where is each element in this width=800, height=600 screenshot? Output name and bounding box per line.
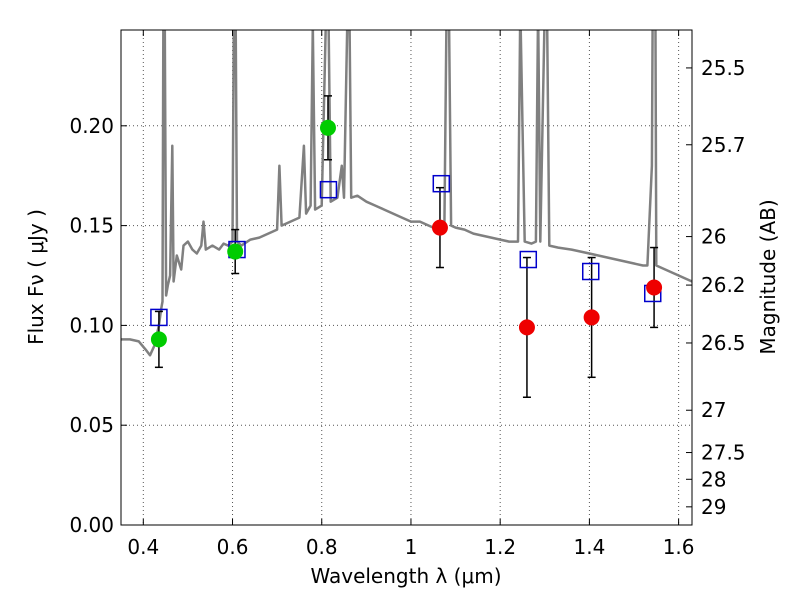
x-tick-label: 0.4: [127, 535, 159, 559]
y2-tick-label: 26: [701, 225, 726, 249]
y2-tick-label: 25.7: [701, 133, 746, 157]
plot-frame: [120, 29, 693, 526]
measured-point-green: [150, 331, 167, 348]
y2-tick-label: 25.5: [701, 56, 746, 80]
model-photometry-box: [150, 308, 168, 327]
y2-tick-label: 26.2: [701, 273, 746, 297]
grid: [121, 30, 692, 526]
measured-points-layer: [150, 119, 663, 348]
y-tick-label: 0.10: [69, 313, 114, 337]
x-tick-label: 0.8: [306, 535, 338, 559]
y2-tick-label: 28: [701, 467, 726, 491]
measured-point-red: [518, 319, 535, 336]
measured-point-red: [431, 219, 448, 236]
x-tick-label: 1.6: [663, 535, 695, 559]
model-photometry-box: [319, 180, 338, 199]
measured-point-red: [646, 279, 663, 296]
x-tick-label: 1.2: [484, 535, 516, 559]
model-spectrum-layer: [121, 30, 692, 357]
x-axis-label: Wavelength λ (μm): [310, 564, 501, 588]
y-tick-label: 0.15: [69, 214, 114, 238]
model-photometry-box: [581, 262, 600, 281]
axis-ticks: 0.4 0.6 0.8 1 1.2 1.4 1.6 0.00 0.05 0.10 0.15 0.20 2…: [69, 30, 746, 559]
model-spectrum-line: [121, 30, 692, 357]
y-axis-label: Flux Fν ( μJy ): [24, 209, 48, 345]
x-tick-label: 0.6: [217, 535, 249, 559]
y2-tick-label: 27.5: [701, 441, 746, 465]
y2-axis-label: Magnitude (AB): [756, 199, 780, 354]
x-tick-label: 1: [405, 535, 418, 559]
y2-tick-label: 29: [701, 495, 726, 519]
y-tick-label: 0.05: [69, 413, 114, 437]
measured-point-green: [227, 243, 244, 260]
y-tick-label: 0.20: [69, 114, 114, 138]
measured-point-green: [319, 119, 336, 136]
y2-tick-label: 27: [701, 398, 726, 422]
model-photometry-box: [519, 250, 538, 269]
measured-point-red: [583, 309, 600, 326]
y2-tick-label: 26.5: [701, 331, 746, 355]
x-tick-label: 1.4: [573, 535, 605, 559]
y-tick-label: 0.00: [69, 513, 114, 537]
model-photometry-box: [432, 174, 451, 193]
